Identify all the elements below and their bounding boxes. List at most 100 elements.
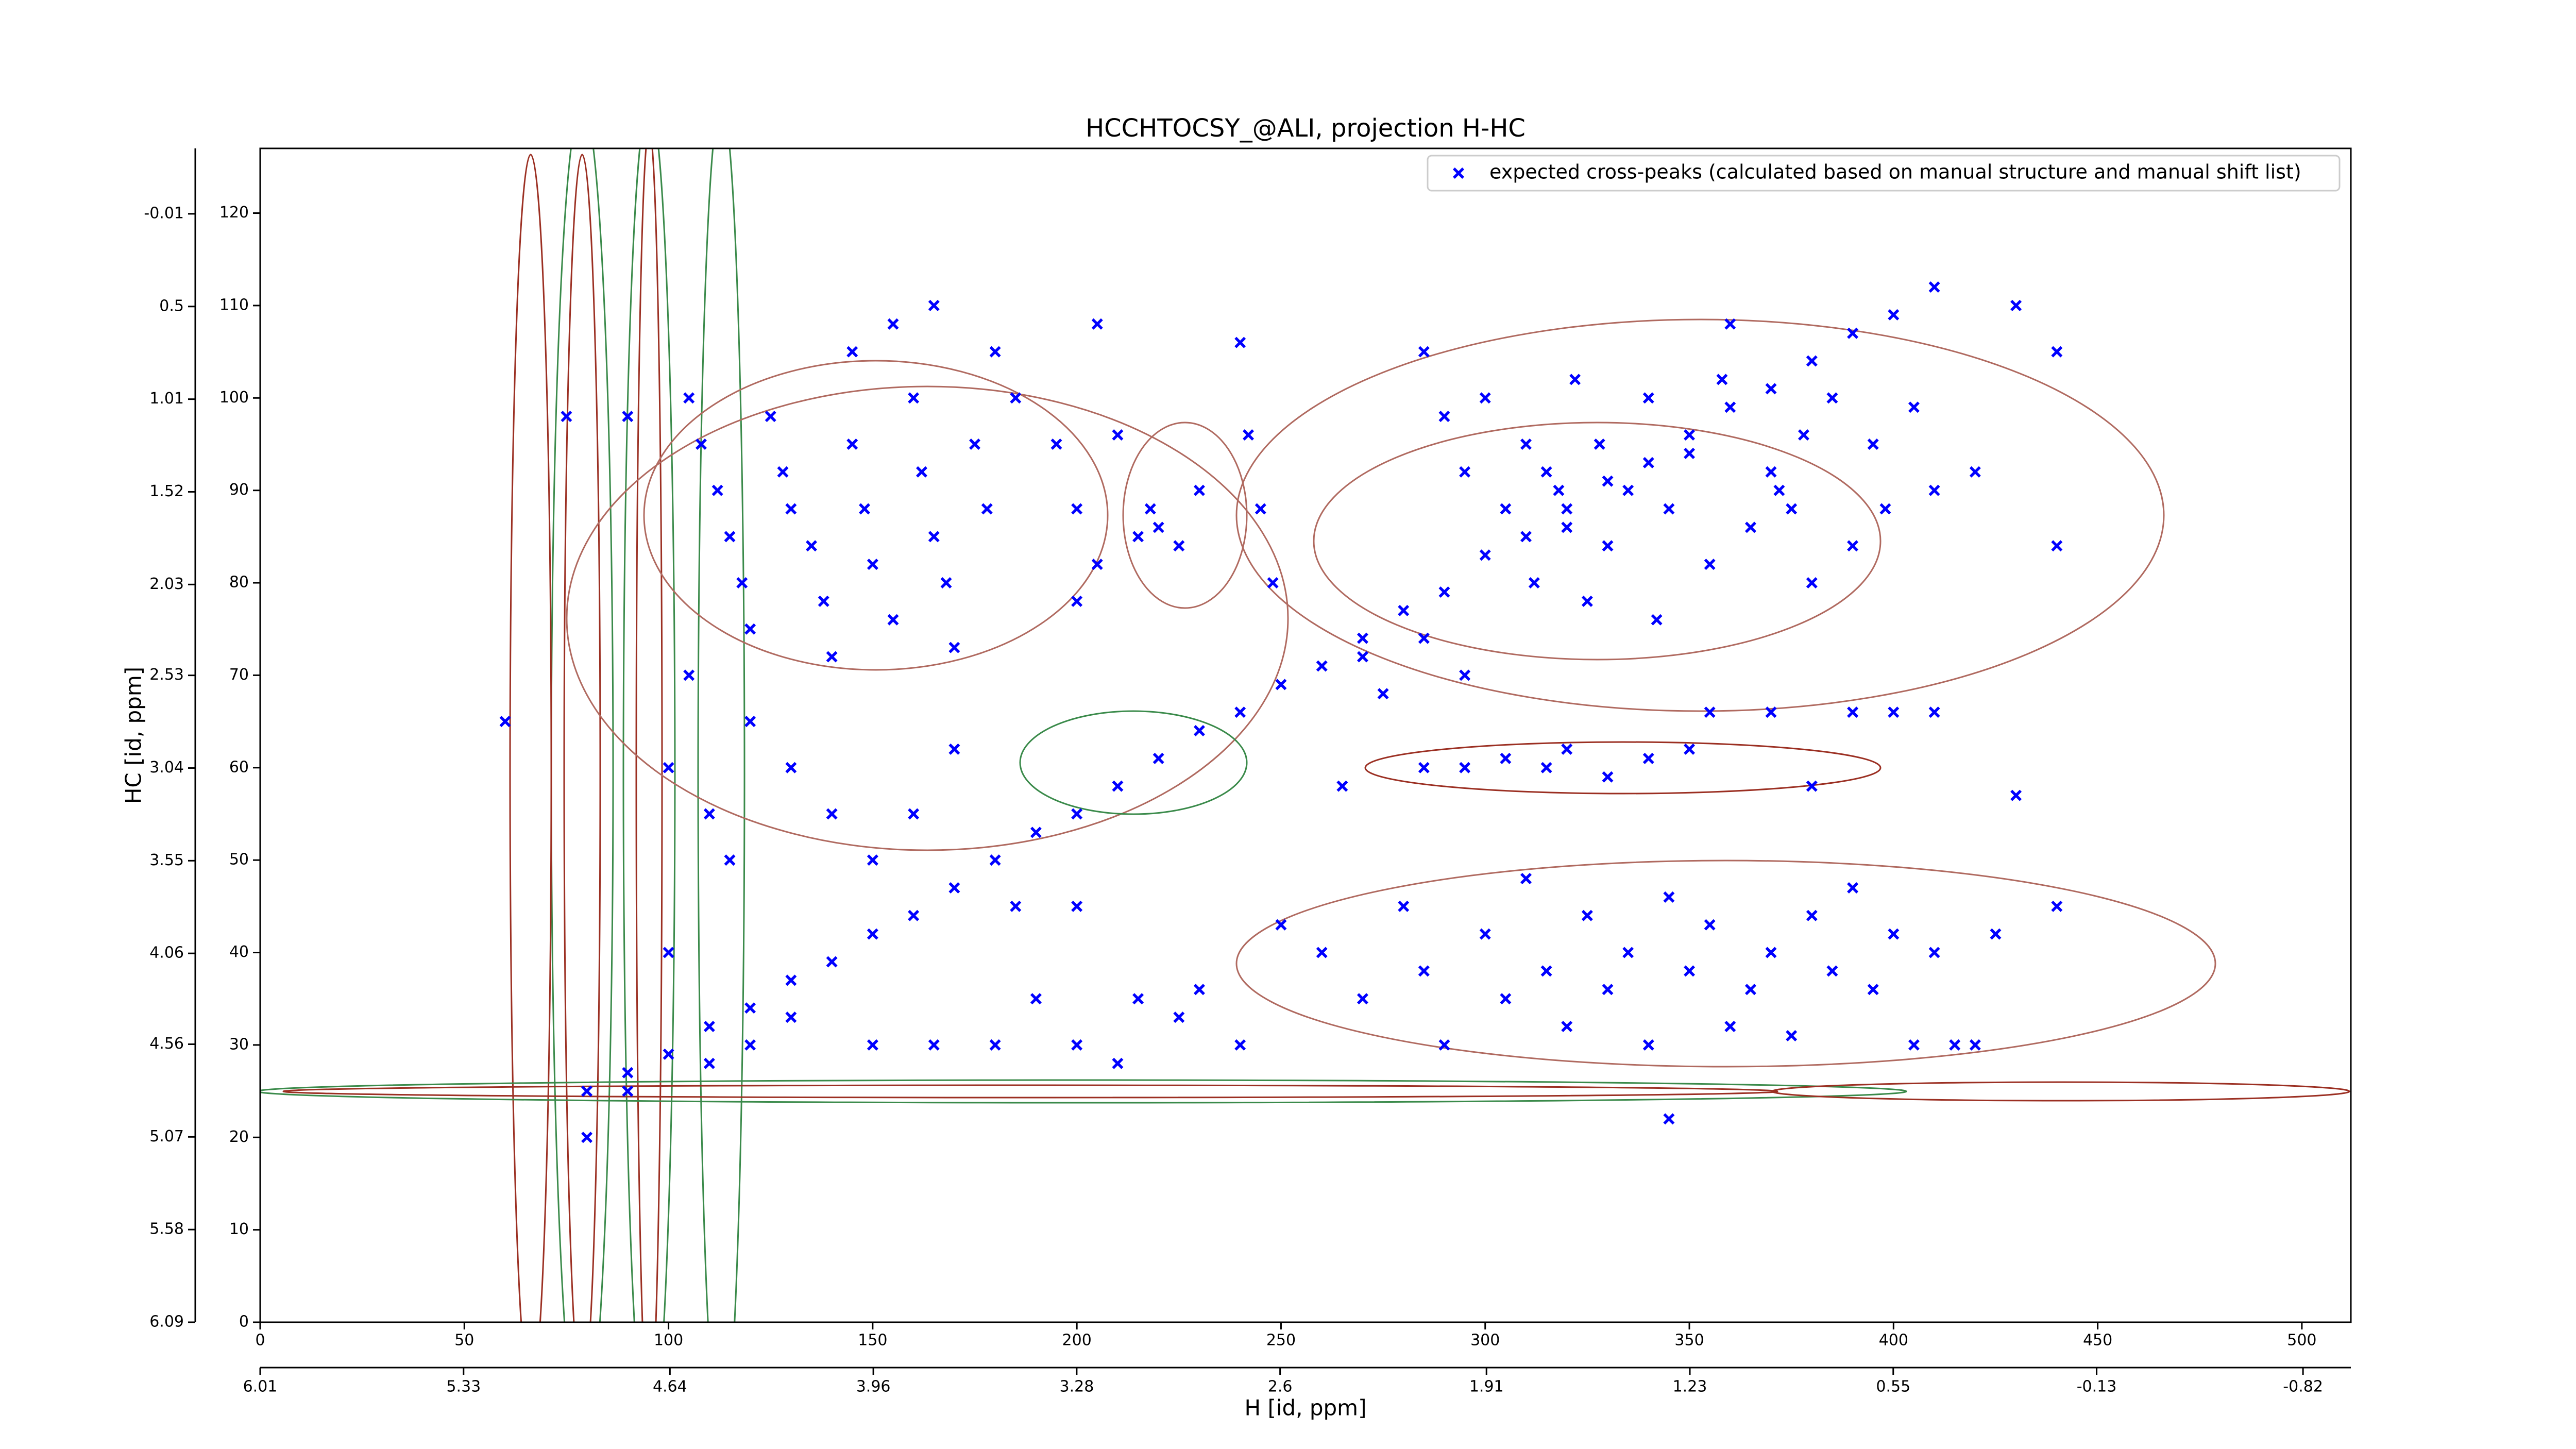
y2-tick-label: 4.56	[149, 1035, 184, 1053]
x2-tick-label: 3.28	[1059, 1378, 1094, 1396]
x-axis-label: H [id, ppm]	[1245, 1395, 1367, 1421]
x-tick-label: 100	[654, 1332, 683, 1350]
data-point	[1071, 900, 1083, 912]
y-tick-label: 30	[229, 1035, 249, 1053]
data-point	[1112, 780, 1124, 792]
data-point	[859, 503, 871, 515]
data-point	[711, 484, 723, 496]
y-tick-label: 60	[229, 758, 249, 776]
data-point	[1520, 873, 1532, 885]
data-point	[867, 854, 878, 866]
data-point	[1663, 1113, 1675, 1125]
y-tick-label: 100	[219, 389, 249, 407]
data-point	[867, 1039, 878, 1051]
data-point	[948, 642, 960, 653]
data-point	[1132, 531, 1144, 543]
data-point	[1553, 484, 1565, 496]
data-point	[1153, 752, 1164, 764]
data-point	[1622, 947, 1634, 958]
data-point	[1949, 1039, 1961, 1051]
data-point	[663, 762, 674, 773]
y-tick-label: 40	[229, 943, 249, 961]
data-point	[1540, 762, 1552, 773]
y2-tick-label: 6.09	[149, 1313, 184, 1331]
data-point	[928, 299, 940, 311]
data-point	[908, 808, 920, 820]
plot-frame	[259, 147, 2352, 1323]
data-point	[1773, 484, 1785, 496]
data-point	[928, 1039, 940, 1051]
data-point	[663, 947, 674, 958]
x-tick-label: 200	[1062, 1332, 1092, 1350]
data-point	[1724, 318, 1736, 330]
data-point	[1969, 466, 1981, 478]
y-axis-label: HC [id, ppm]	[121, 667, 146, 804]
data-point	[1847, 882, 1859, 894]
data-point	[1786, 1030, 1798, 1041]
data-point	[1153, 521, 1164, 533]
y-tick-label: 90	[229, 481, 249, 499]
y2-tick-label: 1.01	[149, 390, 184, 408]
data-point	[1071, 808, 1083, 820]
data-point	[2010, 789, 2022, 801]
data-point	[1684, 743, 1696, 755]
x2-tick-label: 4.64	[653, 1378, 687, 1396]
data-point	[969, 438, 981, 450]
data-point	[1071, 1039, 1083, 1051]
data-point	[1684, 429, 1696, 441]
data-point	[826, 808, 838, 820]
data-point	[1806, 909, 1818, 921]
data-point	[1908, 401, 1920, 413]
data-point	[1540, 965, 1552, 977]
data-point	[989, 854, 1001, 866]
data-point	[1651, 614, 1663, 626]
data-point	[2010, 299, 2022, 311]
data-point	[1398, 604, 1410, 616]
data-point	[1071, 503, 1083, 515]
data-point	[1091, 318, 1103, 330]
data-point	[785, 1012, 797, 1023]
data-point	[744, 1039, 756, 1051]
data-point	[887, 614, 899, 626]
data-point	[724, 854, 736, 866]
data-point	[703, 1021, 715, 1033]
data-point	[989, 346, 1001, 358]
chart-title: HCCHTOCSY_@ALI, projection H-HC	[1086, 114, 1526, 143]
data-point	[1010, 392, 1022, 404]
data-point	[1418, 632, 1430, 644]
data-point	[1520, 438, 1532, 450]
data-point	[2051, 540, 2063, 552]
x-tick-label: 350	[1674, 1332, 1704, 1350]
data-point	[785, 762, 797, 773]
y2-tick-label: 2.03	[149, 575, 184, 593]
data-point	[1867, 984, 1879, 996]
x-tick-label: 450	[2083, 1332, 2112, 1350]
data-point	[1908, 1039, 1920, 1051]
y-tick-label: 120	[219, 204, 249, 222]
data-point	[1684, 447, 1696, 459]
x2-tick-label: 6.01	[243, 1378, 278, 1396]
data-point	[1928, 706, 1940, 718]
data-point	[1622, 484, 1634, 496]
data-point	[948, 882, 960, 894]
data-point	[1990, 928, 2002, 940]
data-point	[1684, 965, 1696, 977]
x2-tick-label: 1.23	[1673, 1378, 1707, 1396]
data-point	[1144, 503, 1156, 515]
x-tick-label: 300	[1470, 1332, 1500, 1350]
data-point	[561, 411, 572, 423]
data-point	[1193, 484, 1205, 496]
data-point	[622, 411, 634, 423]
data-point	[785, 503, 797, 515]
data-point	[1357, 993, 1368, 1005]
data-point	[1928, 484, 1940, 496]
data-point	[1704, 706, 1716, 718]
data-point	[805, 540, 817, 552]
y-tick-label: 50	[229, 851, 249, 869]
data-point	[1479, 549, 1491, 561]
data-point	[1928, 947, 1940, 958]
data-point	[1888, 309, 1900, 321]
data-point	[1050, 438, 1062, 450]
legend-label: expected cross-peaks (calculated based o…	[1489, 161, 2301, 183]
